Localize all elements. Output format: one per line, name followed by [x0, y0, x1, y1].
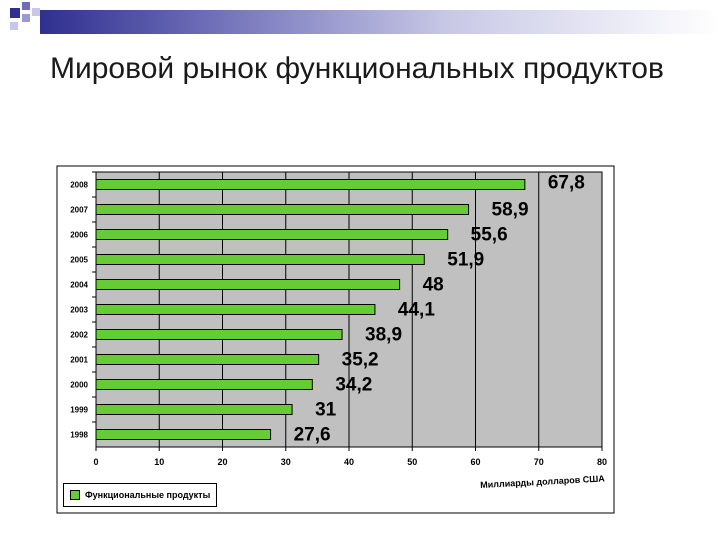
y-tick-label: 2002 [70, 331, 88, 340]
bar [95, 179, 526, 190]
legend-label: Функциональные продукты [85, 490, 211, 500]
data-label: 38,9 [365, 325, 402, 346]
header-gradient-bar [40, 10, 720, 34]
data-label: 35,2 [342, 350, 379, 371]
y-tick-label: 2004 [70, 281, 88, 290]
bar [95, 354, 320, 365]
data-label: 31 [315, 400, 337, 421]
data-label: 67,8 [548, 173, 585, 194]
bar [95, 204, 470, 215]
x-tick-label: 70 [534, 457, 544, 467]
x-tick-label: 40 [344, 457, 354, 467]
y-tick-label: 2007 [70, 206, 88, 215]
x-tick-label: 20 [217, 457, 227, 467]
y-tick-label: 1999 [70, 406, 88, 415]
data-label: 58,9 [492, 200, 529, 221]
page-title: Мировой рынок функциональных продуктов [50, 52, 664, 85]
bar [95, 404, 293, 415]
decorative-squares [0, 0, 60, 40]
bar [95, 429, 272, 440]
data-label: 34,2 [335, 375, 372, 396]
legend-swatch [70, 490, 80, 500]
bar [95, 229, 449, 240]
y-tick-label: 2005 [70, 256, 88, 265]
chart-legend: Функциональные продукты [63, 483, 217, 507]
bar [95, 254, 425, 265]
x-tick-label: 10 [154, 457, 164, 467]
y-tick-label: 1998 [70, 431, 88, 440]
y-tick-label: 2008 [70, 181, 88, 190]
x-tick-label: 80 [597, 457, 607, 467]
data-label: 27,6 [294, 425, 331, 446]
bar [95, 329, 343, 340]
bar [95, 279, 401, 290]
chart-frame [56, 165, 615, 514]
y-tick-label: 2000 [70, 381, 88, 390]
y-tick-label: 2001 [70, 356, 88, 365]
y-tick-label: 2006 [70, 231, 88, 240]
data-label: 51,9 [447, 250, 484, 271]
data-label: 44,1 [398, 300, 435, 321]
bar [95, 304, 376, 315]
bar [95, 379, 313, 390]
x-tick-label: 60 [470, 457, 480, 467]
data-label: 48 [423, 275, 444, 296]
x-tick-label: 0 [93, 457, 98, 467]
x-tick-label: 30 [281, 457, 291, 467]
data-label: 55,6 [471, 225, 508, 246]
y-tick-label: 2003 [70, 306, 88, 315]
x-tick-label: 50 [407, 457, 417, 467]
